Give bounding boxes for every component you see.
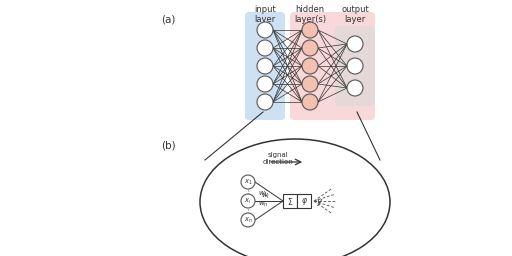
Circle shape (302, 22, 318, 38)
Text: signal
direction: signal direction (263, 152, 293, 165)
Circle shape (241, 175, 255, 189)
Bar (297, 194, 311, 208)
FancyBboxPatch shape (245, 12, 285, 120)
Circle shape (257, 40, 273, 56)
Text: (b): (b) (161, 140, 175, 150)
FancyBboxPatch shape (290, 12, 375, 120)
Bar (283, 194, 297, 208)
Text: hidden
layer(s): hidden layer(s) (294, 5, 326, 24)
Circle shape (347, 58, 363, 74)
Circle shape (257, 76, 273, 92)
Circle shape (302, 76, 318, 92)
Text: (a): (a) (161, 14, 175, 24)
Text: $\varphi$: $\varphi$ (301, 196, 308, 207)
Text: $\Sigma$: $\Sigma$ (287, 196, 293, 207)
Circle shape (257, 22, 273, 38)
Circle shape (257, 94, 273, 110)
Text: input
layer: input layer (254, 5, 276, 24)
FancyBboxPatch shape (335, 26, 375, 106)
Text: $x_1$: $x_1$ (244, 177, 252, 187)
Text: y: y (316, 197, 322, 206)
Ellipse shape (200, 139, 390, 256)
Text: $w_n$: $w_n$ (258, 200, 268, 209)
Circle shape (302, 94, 318, 110)
Circle shape (241, 194, 255, 208)
Circle shape (347, 36, 363, 52)
Text: $x_i$: $x_i$ (244, 196, 252, 206)
Circle shape (302, 58, 318, 74)
Circle shape (241, 213, 255, 227)
Circle shape (257, 58, 273, 74)
Text: output
layer: output layer (341, 5, 369, 24)
Text: $w_i$: $w_i$ (261, 191, 271, 201)
Circle shape (347, 80, 363, 96)
Circle shape (302, 40, 318, 56)
Text: $x_n$: $x_n$ (244, 215, 252, 225)
Text: $w_1$: $w_1$ (258, 190, 268, 199)
